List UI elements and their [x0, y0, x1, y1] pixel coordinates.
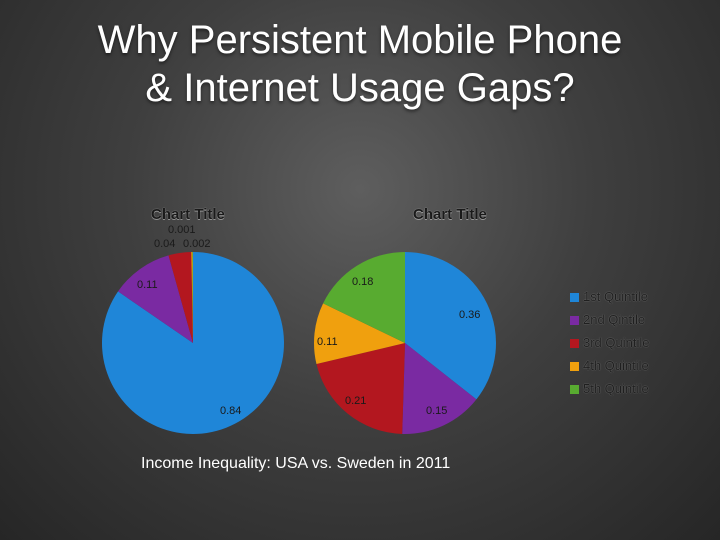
slide-title-line-1: Why Persistent Mobile Phone	[97, 18, 623, 62]
pie-chart-usa: 0.84 0.11 0.04 0.002 0.001	[102, 224, 285, 435]
pie-data-label: 0.15	[426, 405, 447, 417]
legend-label: 1st Quintile	[583, 289, 649, 304]
pie-slice-1	[102, 252, 285, 435]
pie-data-label: 0.84	[220, 405, 241, 417]
pie-data-label: 0.18	[352, 276, 373, 288]
legend-swatch	[570, 339, 579, 348]
pie-data-label: 0.11	[317, 336, 338, 348]
legend-label: 4th Quintile	[583, 358, 649, 373]
pie-data-label: 0.11	[137, 279, 158, 291]
slide-title: Why Persistent Mobile Phone & Internet U…	[0, 16, 720, 112]
pie-slice-1	[405, 252, 497, 400]
legend-swatch	[570, 293, 579, 302]
legend-label: 2nd Qintile	[583, 312, 646, 327]
pie-data-label: 0.001	[168, 224, 196, 236]
pie-slice-4	[191, 252, 193, 343]
legend-label: 3rd Quintile	[583, 335, 650, 350]
slide-title-line-2: & Internet Usage Gaps?	[145, 66, 575, 110]
pie-data-label: 0.04	[154, 238, 175, 250]
pie-slice-3	[168, 252, 193, 343]
legend-swatch	[570, 316, 579, 325]
legend-swatch	[570, 385, 579, 394]
chart-caption: Income Inequality: USA vs. Sweden in 201…	[141, 455, 451, 472]
pie-slice-2	[402, 343, 477, 435]
pie-slice-5	[192, 251, 193, 343]
pie-data-label: 0.21	[345, 395, 366, 407]
chart-2-title: Chart Title	[413, 206, 487, 223]
pie-slice-2	[118, 255, 193, 343]
pie-chart-sweden: 0.36 0.15 0.21 0.11 0.18	[314, 251, 497, 435]
pie-data-label: 0.002	[183, 238, 211, 250]
pie-slice-4	[314, 303, 405, 365]
legend-swatch	[570, 362, 579, 371]
pie-slice-5	[323, 251, 405, 343]
legend-label: 5th Quintile	[583, 381, 649, 396]
chart-1-title: Chart Title	[151, 206, 225, 223]
pie-data-label: 0.36	[459, 309, 480, 321]
pie-slice-3	[316, 343, 405, 434]
